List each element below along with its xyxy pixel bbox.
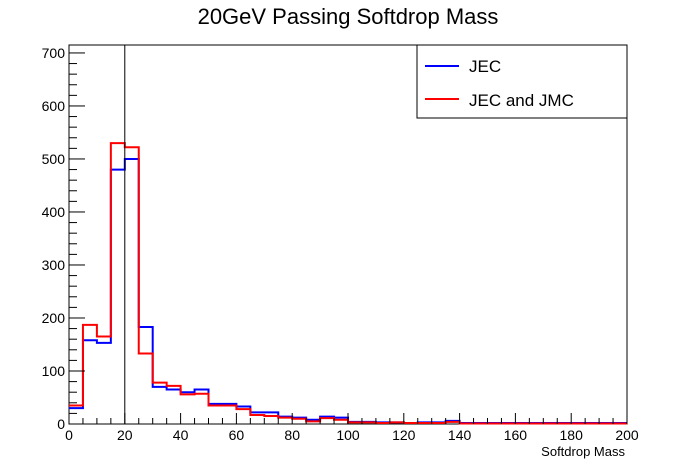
y-tick-label: 400 [42,204,66,220]
y-tick-label: 600 [42,98,66,114]
y-tick-label: 300 [42,257,66,273]
legend-label-jec-and-jmc: JEC and JMC [469,91,574,110]
x-tick-label: 160 [504,427,528,443]
x-tick-label: 120 [392,427,416,443]
x-tick-label: 80 [284,427,300,443]
x-tick-label: 200 [615,427,639,443]
x-tick-label: 180 [560,427,584,443]
axis-layer: 0 20 40 60 80 100 120 140 160 180 200 0 100 200 300 400… [42,45,639,443]
y-tick-label: 700 [42,45,66,61]
y-tick-label: 100 [42,363,66,379]
y-tick-label: 500 [42,151,66,167]
chart-title: 20GeV Passing Softdrop Mass [198,4,499,29]
legend-box [416,44,628,119]
y-tick-label: 200 [42,310,66,326]
x-tick-label: 40 [173,427,189,443]
x-tick-label: 100 [336,427,360,443]
y-tick-label: 0 [57,416,65,432]
x-tick-label: 0 [65,427,73,443]
legend: JEC JEC and JMC [416,44,628,119]
x-tick-label: 20 [117,427,133,443]
x-tick-label: 60 [229,427,245,443]
series-layer [69,142,627,425]
x-axis-title: Softdrop Mass [541,444,625,459]
series-line-jec-and-jmc [69,142,627,425]
x-tick-label: 140 [448,427,472,443]
legend-label-jec: JEC [469,57,501,76]
